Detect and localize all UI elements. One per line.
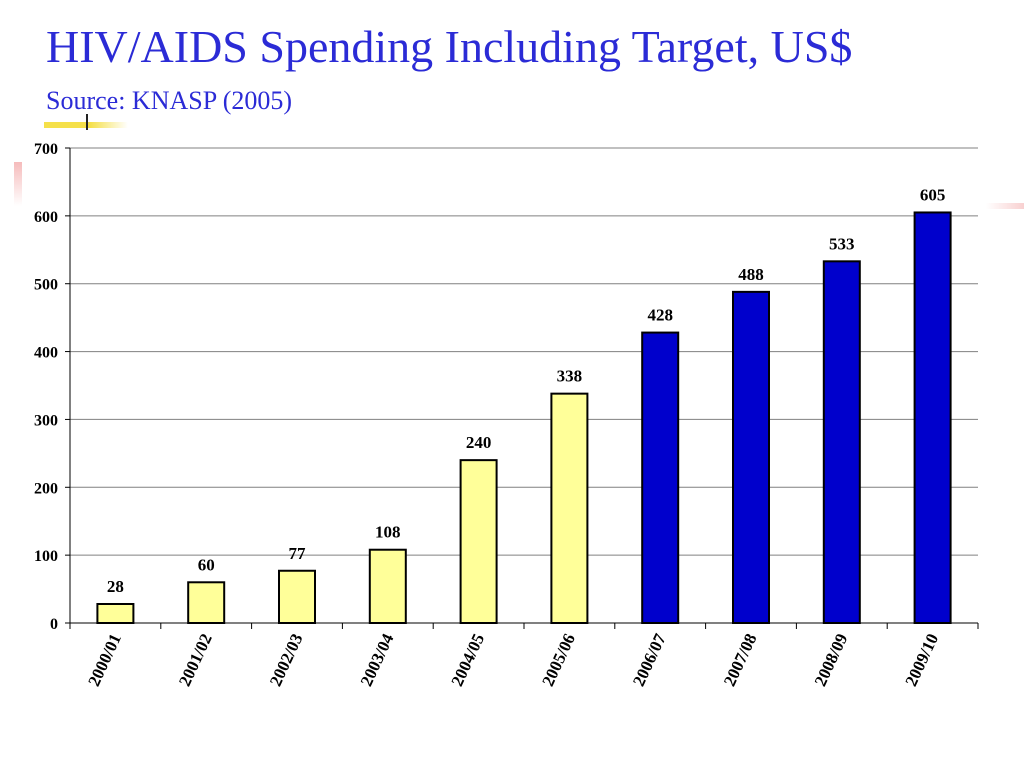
x-tick-label: 2008/09: [811, 631, 852, 690]
bar-2003-04: [368, 548, 407, 625]
bar-2007-08: [732, 290, 770, 624]
data-label: 77: [289, 544, 307, 563]
data-label: 108: [375, 523, 401, 542]
x-tick-label: 2007/08: [720, 631, 761, 690]
data-label: 240: [466, 433, 492, 452]
bar-2006-07: [641, 331, 680, 624]
data-label: 428: [647, 306, 673, 325]
bar-2004-05: [459, 459, 498, 624]
bar-2001-02: [187, 581, 226, 624]
y-tick-label: 300: [34, 412, 58, 429]
x-tick-label: 2009/10: [901, 631, 942, 690]
bar-2008-09: [822, 260, 861, 624]
data-label: 60: [198, 555, 215, 574]
x-tick-label: 2004/05: [447, 631, 488, 690]
x-tick-label: 2000/01: [84, 631, 125, 690]
x-tick-label: 2001/02: [175, 631, 216, 690]
x-tick-label: 2006/07: [629, 630, 670, 689]
x-tick-label: 2003/04: [357, 630, 398, 689]
slide-title: HIV/AIDS Spending Including Target, US$: [46, 21, 853, 72]
data-label: 28: [107, 577, 124, 596]
bar-2000-01: [96, 603, 135, 624]
y-tick-label: 200: [34, 480, 58, 497]
data-label: 338: [557, 367, 583, 386]
right-edge-accent: [986, 203, 1024, 209]
y-tick-label: 400: [34, 345, 58, 362]
data-label: 605: [920, 185, 946, 204]
x-tick-label: 2005/06: [538, 631, 579, 690]
title-tick-accent: [86, 114, 88, 130]
bar-2009-10: [913, 211, 952, 624]
bar-2005-06: [550, 392, 589, 624]
data-label: 533: [829, 234, 855, 253]
y-tick-label: 0: [50, 616, 58, 633]
bar-2002-03: [278, 569, 316, 624]
data-label: 488: [738, 265, 764, 284]
y-tick-label: 100: [34, 548, 58, 565]
y-tick-label: 600: [34, 209, 58, 226]
x-tick-label: 2002/03: [266, 631, 307, 690]
y-tick-label: 500: [34, 277, 58, 294]
left-edge-accent: [14, 162, 22, 206]
slide-subtitle: Source: KNASP (2005): [46, 86, 293, 115]
y-tick-label: 700: [34, 141, 58, 158]
